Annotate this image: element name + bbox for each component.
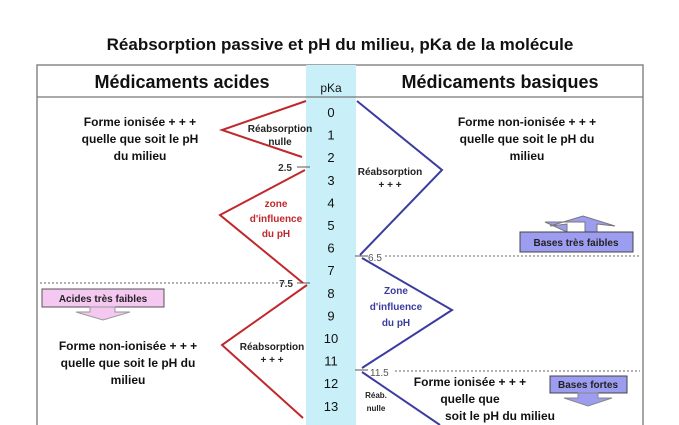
base-weak-label: Bases très faibles: [533, 238, 618, 249]
base-weak-box: [519, 231, 634, 253]
pka-value: 8: [327, 286, 334, 301]
threshold-6-5: 6.5: [368, 253, 382, 264]
text-line: du pH: [262, 229, 290, 240]
pka-value: 2: [327, 150, 334, 165]
pka-value: 9: [327, 308, 334, 323]
text-line: nulle: [268, 137, 292, 148]
text-line: Réabsorption: [358, 167, 422, 178]
diagram-title: Réabsorption passive et pH du milieu, pK…: [107, 35, 574, 54]
pka-value: 1: [327, 128, 334, 143]
arrow-down-icon: [75, 306, 131, 321]
threshold-2-5: 2.5: [278, 163, 292, 174]
pka-value: 13: [324, 399, 338, 414]
pka-value: 4: [327, 195, 334, 210]
acid-weak-label: Acides très faibles: [59, 294, 148, 305]
base-bottom-form: Forme ionisée + + + quelle que soit le p…: [414, 375, 555, 423]
acid-chevron-zone: [218, 169, 306, 284]
header-acids: Médicaments acides: [94, 72, 269, 92]
text-line: Réabsorption: [248, 124, 312, 135]
text-line: quelle que soit le pH: [82, 132, 199, 146]
base-chevron-top: [356, 100, 444, 256]
text-line: quelle que soit le pH du: [61, 356, 196, 370]
text-line: du pH: [382, 318, 410, 329]
base-top-form: Forme non-ionisée + + + quelle que soit …: [458, 115, 596, 163]
text-line: + + +: [378, 180, 401, 191]
base-top-reab: Réabsorption + + +: [358, 167, 422, 191]
pka-value: 0: [327, 105, 334, 120]
base-bottom-reab: Réab. nulle: [365, 391, 387, 413]
text-line: du milieu: [114, 149, 167, 163]
pka-value: 11: [324, 354, 338, 369]
acid-chevron-top: [218, 100, 307, 158]
pka-value: 10: [324, 331, 338, 346]
text-line: Forme non-ionisée + + +: [458, 115, 596, 129]
arrow-down-icon: [563, 392, 613, 407]
header-pka: pKa: [320, 81, 342, 95]
base-chevron-zone: [361, 257, 454, 369]
pka-value: 5: [327, 218, 334, 233]
text-line: zone: [265, 199, 288, 210]
header-bases: Médicaments basiques: [401, 72, 598, 92]
text-line: soit le pH du milieu: [445, 409, 555, 423]
arrow-up-icon: [544, 215, 616, 233]
base-chevron-bottom: [361, 371, 441, 425]
text-line: Zone: [384, 286, 408, 297]
text-line: nulle: [367, 404, 386, 413]
pka-band: [306, 65, 356, 425]
text-line: quelle que soit le pH du: [460, 132, 595, 146]
base-strong-label: Bases fortes: [558, 380, 618, 391]
text-line: Forme ionisée + + +: [84, 115, 196, 129]
acid-zone: zone d'influence du pH: [250, 199, 303, 240]
pka-value: 3: [327, 173, 334, 188]
text-line: Réabsorption: [240, 342, 304, 353]
text-line: Forme non-ionisée + + +: [59, 339, 197, 353]
text-line: d'influence: [250, 214, 303, 225]
acid-chevron-bottom: [220, 284, 308, 419]
text-line: Réab.: [365, 391, 387, 400]
text-line: milieu: [510, 149, 545, 163]
acid-bottom-reab: Réabsorption + + +: [240, 342, 304, 366]
text-line: quelle que: [440, 392, 500, 406]
base-zone: Zone d'influence du pH: [370, 286, 423, 329]
pka-value: 7: [327, 263, 334, 278]
acid-bottom-form: Forme non-ionisée + + + quelle que soit …: [59, 339, 197, 387]
acid-top-form: Forme ionisée + + + quelle que soit le p…: [82, 115, 199, 163]
pka-value: 6: [327, 241, 334, 256]
text-line: + + +: [260, 355, 283, 366]
threshold-7-5: 7.5: [279, 279, 293, 290]
text-line: d'influence: [370, 302, 423, 313]
text-line: Forme ionisée + + +: [414, 375, 526, 389]
pka-value: 12: [324, 376, 338, 391]
text-line: milieu: [111, 373, 146, 387]
threshold-11-5: 11.5: [370, 368, 389, 379]
acid-top-reab: Réabsorption nulle: [248, 124, 312, 148]
